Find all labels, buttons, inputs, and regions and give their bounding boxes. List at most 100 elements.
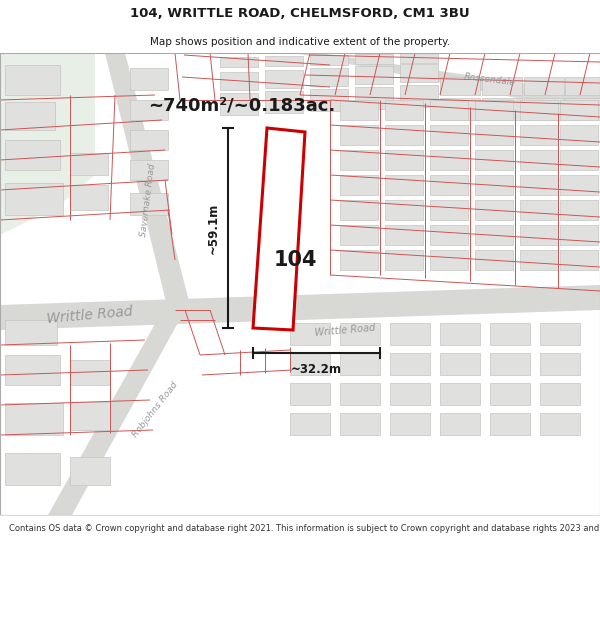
Text: Map shows position and indicative extent of the property.: Map shows position and indicative extent…: [150, 38, 450, 48]
Bar: [490, 383, 530, 405]
Bar: [310, 55, 348, 65]
Bar: [355, 87, 393, 109]
Bar: [540, 383, 580, 405]
Bar: [5, 183, 63, 215]
Bar: [490, 413, 530, 435]
Bar: [560, 125, 598, 145]
Bar: [70, 153, 108, 175]
Bar: [310, 89, 348, 111]
Bar: [560, 150, 598, 170]
Bar: [265, 56, 303, 66]
Bar: [355, 54, 393, 64]
Bar: [265, 91, 303, 113]
Bar: [520, 250, 558, 270]
Bar: [565, 77, 600, 95]
Polygon shape: [105, 53, 190, 310]
Bar: [355, 66, 393, 84]
Bar: [5, 453, 60, 485]
Text: ~32.2m: ~32.2m: [291, 363, 342, 376]
Bar: [390, 383, 430, 405]
Bar: [440, 383, 480, 405]
Bar: [385, 125, 423, 145]
Bar: [440, 77, 480, 95]
Bar: [475, 200, 513, 220]
Bar: [385, 175, 423, 195]
Bar: [430, 150, 468, 170]
Bar: [340, 150, 378, 170]
Bar: [540, 323, 580, 345]
Polygon shape: [295, 53, 600, 115]
Bar: [520, 150, 558, 170]
Bar: [430, 200, 468, 220]
Polygon shape: [0, 53, 95, 235]
Text: ~59.1m: ~59.1m: [207, 202, 220, 254]
Bar: [5, 403, 63, 435]
Bar: [265, 70, 303, 88]
Text: Contains OS data © Crown copyright and database right 2021. This information is : Contains OS data © Crown copyright and d…: [9, 524, 600, 532]
Bar: [5, 355, 60, 385]
Bar: [475, 150, 513, 170]
Text: Writtle Road: Writtle Road: [46, 304, 134, 326]
Bar: [390, 353, 430, 375]
Bar: [130, 130, 168, 150]
Bar: [70, 402, 110, 430]
Bar: [290, 353, 330, 375]
Bar: [130, 193, 168, 215]
Bar: [560, 175, 598, 195]
Bar: [340, 175, 378, 195]
Bar: [400, 64, 438, 82]
Bar: [5, 140, 60, 170]
Bar: [520, 100, 558, 120]
Bar: [560, 200, 598, 220]
Polygon shape: [0, 285, 600, 330]
Bar: [475, 125, 513, 145]
Bar: [130, 68, 168, 90]
Bar: [524, 98, 564, 120]
Bar: [560, 225, 598, 245]
Bar: [490, 323, 530, 345]
Bar: [490, 353, 530, 375]
Bar: [340, 250, 378, 270]
Bar: [130, 100, 168, 120]
Bar: [340, 200, 378, 220]
Bar: [5, 320, 57, 345]
Text: 104, WRITTLE ROAD, CHELMSFORD, CM1 3BU: 104, WRITTLE ROAD, CHELMSFORD, CM1 3BU: [130, 7, 470, 20]
Bar: [340, 353, 380, 375]
Bar: [475, 225, 513, 245]
Bar: [5, 102, 55, 130]
Bar: [130, 160, 168, 180]
Bar: [560, 100, 598, 120]
Bar: [385, 200, 423, 220]
Bar: [385, 225, 423, 245]
Bar: [482, 98, 522, 120]
Bar: [430, 175, 468, 195]
Text: ~740m²/~0.183ac.: ~740m²/~0.183ac.: [148, 96, 335, 114]
Bar: [430, 225, 468, 245]
Bar: [220, 57, 258, 67]
Bar: [440, 413, 480, 435]
Bar: [390, 413, 430, 435]
Bar: [385, 100, 423, 120]
Bar: [520, 125, 558, 145]
Bar: [520, 175, 558, 195]
Bar: [340, 323, 380, 345]
Bar: [340, 125, 378, 145]
Bar: [440, 323, 480, 345]
Bar: [430, 250, 468, 270]
Bar: [475, 100, 513, 120]
Bar: [340, 413, 380, 435]
Bar: [385, 250, 423, 270]
Bar: [220, 93, 258, 115]
Bar: [220, 72, 258, 90]
Bar: [385, 150, 423, 170]
Polygon shape: [48, 310, 185, 515]
Bar: [475, 250, 513, 270]
Bar: [310, 68, 348, 86]
Bar: [540, 353, 580, 375]
Text: Writtle Road: Writtle Road: [314, 322, 376, 338]
Bar: [340, 225, 378, 245]
Bar: [520, 200, 558, 220]
Bar: [524, 77, 564, 95]
Bar: [400, 85, 438, 107]
Bar: [290, 383, 330, 405]
